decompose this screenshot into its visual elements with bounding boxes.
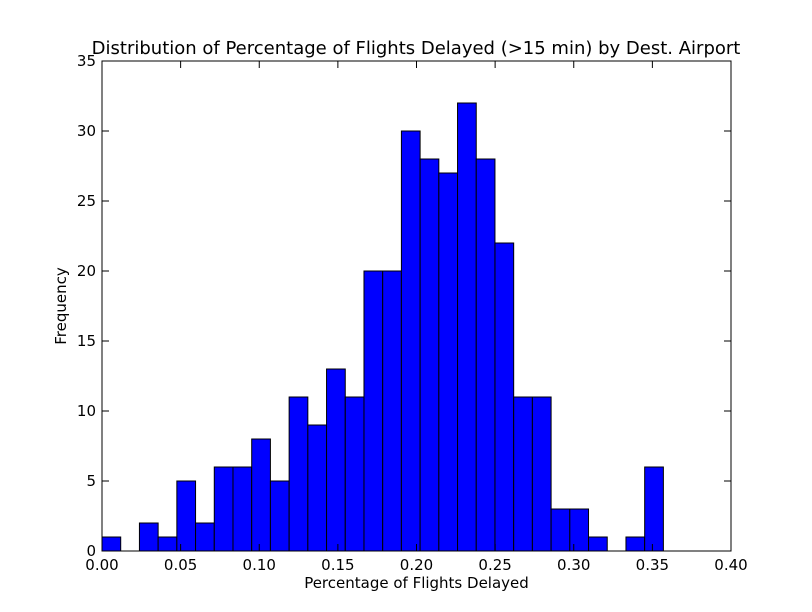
histogram-bar-23 <box>531 396 552 552</box>
chart-title: Distribution of Percentage of Flights De… <box>92 38 741 59</box>
histogram-bar-6 <box>213 466 234 552</box>
x-tick-label-3: 0.15 <box>321 556 354 574</box>
x-tick-label-0: 0.00 <box>85 556 118 574</box>
y-tick-label-6: 30 <box>77 122 96 140</box>
histogram-bar-21 <box>494 242 515 552</box>
histogram-bar-25 <box>569 508 590 552</box>
histogram-bar-12 <box>326 368 346 552</box>
histogram-bar-11 <box>307 424 328 552</box>
histogram-bar-28 <box>625 536 646 552</box>
histogram-bar-17 <box>419 158 440 552</box>
x-tick-label-6: 0.30 <box>557 556 590 574</box>
histogram-bar-7 <box>232 466 253 552</box>
y-axis-label: Frequency <box>52 267 70 345</box>
x-tick-label-5: 0.25 <box>478 556 511 574</box>
histogram-bar-20 <box>475 158 496 552</box>
y-tick-label-5: 25 <box>77 192 96 210</box>
histogram-bar-2 <box>138 522 159 552</box>
histogram-bar-22 <box>513 396 533 552</box>
histogram-bar-26 <box>588 536 608 552</box>
y-tick-label-2: 10 <box>77 402 96 420</box>
x-tick-label-1: 0.05 <box>164 556 197 574</box>
x-axis-label: Percentage of Flights Delayed <box>304 574 529 592</box>
histogram-bar-19 <box>457 102 477 552</box>
x-tick-label-7: 0.35 <box>636 556 669 574</box>
histogram-bar-0 <box>101 536 122 552</box>
y-tick-label-7: 35 <box>77 52 96 70</box>
y-tick-label-0: 0 <box>86 542 96 560</box>
histogram-bar-10 <box>288 396 309 552</box>
histogram-bar-14 <box>363 270 384 552</box>
histogram-bar-9 <box>269 480 290 552</box>
histogram-bar-4 <box>176 480 197 552</box>
histogram-bar-5 <box>195 522 215 552</box>
histogram-bar-3 <box>157 536 178 552</box>
histogram-bar-24 <box>550 508 571 552</box>
x-tick-label-2: 0.10 <box>243 556 276 574</box>
ticks-layer: 0.00 0.05 0.10 0.15 0.20 0.25 0.30 0.35 0.40 0 5 10… <box>77 52 748 574</box>
y-tick-label-4: 20 <box>77 262 96 280</box>
histogram-bar-13 <box>344 396 365 552</box>
histogram-bar-8 <box>251 438 271 552</box>
histogram-bar-15 <box>382 270 402 552</box>
y-tick-label-1: 5 <box>86 472 96 490</box>
x-tick-label-4: 0.20 <box>400 556 433 574</box>
histogram-bar-16 <box>400 130 421 552</box>
bars-layer <box>101 102 664 552</box>
x-tick-label-8: 0.40 <box>714 556 747 574</box>
histogram-bar-18 <box>438 172 459 552</box>
y-tick-label-3: 15 <box>77 332 96 350</box>
histogram-bar-29 <box>644 466 664 552</box>
